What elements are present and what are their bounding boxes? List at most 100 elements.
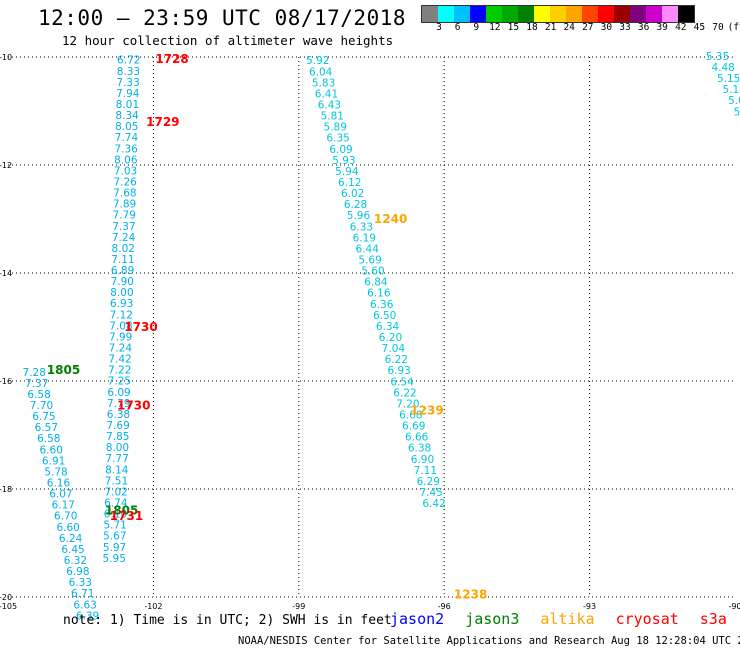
wave-height-value: 6.33	[69, 577, 92, 589]
wave-height-value: 6.66	[405, 432, 429, 444]
pass-time-label: 1729	[146, 115, 179, 129]
satellite-legend-item: jason2	[390, 610, 445, 628]
wave-height-value: 5.94	[335, 166, 359, 178]
wave-height-value: 8.02	[112, 243, 135, 255]
wave-height-value: 6.24	[59, 533, 83, 545]
wave-height-value: 6.10	[104, 509, 127, 521]
satellite-tracks: 6.728.337.337.948.018.348.057.747.368.06…	[23, 51, 740, 622]
wave-height-value: 6.60	[56, 522, 79, 534]
wave-height-value: 6.38	[408, 443, 431, 455]
wave-height-value: 5.0	[728, 95, 740, 107]
wave-height-value: 5.95	[103, 553, 126, 565]
wave-height-value: 6.36	[370, 299, 394, 311]
wave-height-value: 6.45	[61, 544, 84, 556]
satellite-legend-item: cryosat	[615, 610, 679, 628]
wave-height-value: 5.60	[361, 266, 384, 278]
wave-height-value: 6.29	[417, 476, 440, 488]
pass-time-label: 1239	[410, 404, 443, 418]
wave-height-value: 5.15	[717, 73, 740, 85]
wave-height-value: 6.68	[399, 409, 422, 421]
wave-height-value: 7.02	[104, 486, 127, 498]
wave-height-value: 6.04	[309, 66, 333, 78]
wave-height-value: 6.72	[117, 55, 140, 67]
wave-height-value: 7.25	[108, 376, 131, 388]
scale-swatch	[534, 6, 550, 22]
wave-height-value: 7.42	[108, 354, 131, 366]
wave-height-value: 7.37	[25, 378, 48, 390]
satellite-legend-item: s3a	[699, 610, 727, 628]
wave-height-value: 5.71	[103, 520, 126, 532]
wave-height-value: 6.54	[390, 376, 414, 388]
wave-height-value: 6.90	[411, 454, 434, 466]
scale-label: 30	[600, 22, 613, 33]
scale-label: 9	[473, 22, 480, 33]
wave-height-value: 7.11	[414, 465, 437, 477]
wave-height-value: 6.33	[350, 221, 373, 233]
wave-height-value: 6.70	[54, 511, 77, 523]
wave-height-value: 6.12	[338, 177, 361, 189]
scale-swatch	[630, 6, 646, 22]
lat-tick-label: -14	[0, 269, 12, 278]
wave-height-value: 7.26	[113, 176, 137, 188]
wave-height-value: 6.75	[32, 411, 55, 423]
wave-height-value: 5.96	[347, 210, 371, 222]
lon-tick-label: -105	[0, 602, 17, 611]
wave-height-value: 6.07	[49, 489, 72, 501]
lon-tick-label: -99	[292, 602, 305, 611]
wave-height-value: 7.79	[107, 398, 130, 410]
wave-height-value: 6.84	[364, 277, 388, 289]
scale-swatch	[502, 6, 518, 22]
wave-height-value: 6.16	[47, 478, 71, 490]
wave-height-value: 7.77	[105, 453, 128, 465]
scale-swatch	[454, 6, 470, 22]
wave-height-value: 5.15	[723, 84, 740, 96]
wave-height-value: 6.34	[376, 321, 400, 333]
scale-swatch	[582, 6, 598, 22]
wave-height-value: 7.24	[112, 232, 136, 244]
wave-height-value: 5.89	[324, 122, 347, 134]
scale-swatch	[614, 6, 630, 22]
wave-height-value: 8.34	[115, 110, 139, 122]
wave-height-value: 6.02	[341, 188, 364, 200]
wave-height-value: 5.83	[312, 77, 335, 89]
wave-height-value: 7.11	[111, 254, 134, 266]
axis-labels: -105 -102 -99 -96 -93 -90 -10 -12 -14 -16 -18 -20	[0, 53, 740, 611]
wave-height-value: 6.20	[379, 332, 402, 344]
wave-height-value: 7.89	[113, 199, 136, 211]
wave-height-value: 7.74	[115, 132, 139, 144]
color-scale-bar	[421, 5, 695, 23]
wave-height-value: 6.28	[344, 199, 367, 211]
scale-label: 12	[489, 22, 501, 33]
wave-height-value: 6.43	[318, 100, 341, 112]
wave-height-value: 6.39	[76, 610, 99, 622]
scale-swatch	[662, 6, 678, 22]
pass-time-label: 1730	[117, 398, 150, 412]
lat-tick-label: -18	[0, 485, 12, 494]
wave-height-value: 7.37	[112, 221, 135, 233]
wave-height-value: 7.22	[108, 365, 131, 377]
wave-height-value: 5.67	[103, 531, 126, 543]
wave-height-value: 8.01	[116, 99, 139, 111]
scale-swatch	[486, 6, 502, 22]
wave-height-value: 7.28	[23, 367, 46, 379]
wave-height-value: 4.48	[711, 62, 734, 74]
wave-height-value: 6.58	[27, 389, 50, 401]
satellite-legend-item: altika	[540, 610, 595, 628]
wave-height-value: 7.12	[110, 309, 133, 321]
wave-height-value: 6.19	[353, 232, 376, 244]
scale-label: 36	[637, 22, 650, 33]
wave-height-value: 7.33	[116, 77, 139, 89]
pass-time-label: 1805	[47, 363, 80, 377]
wave-height-value: 6.63	[73, 599, 96, 611]
wave-height-value: 6.16	[367, 288, 391, 300]
scale-swatch	[598, 6, 614, 22]
wave-height-value: 6.57	[35, 422, 58, 434]
wave-height-value: 6.17	[52, 500, 75, 512]
scale-label: 3	[436, 22, 442, 33]
lon-tick-label: -102	[144, 602, 162, 611]
wave-height-value: 6.35	[326, 133, 349, 145]
scale-swatch	[438, 6, 454, 22]
pass-time-label: 1805	[105, 504, 138, 518]
